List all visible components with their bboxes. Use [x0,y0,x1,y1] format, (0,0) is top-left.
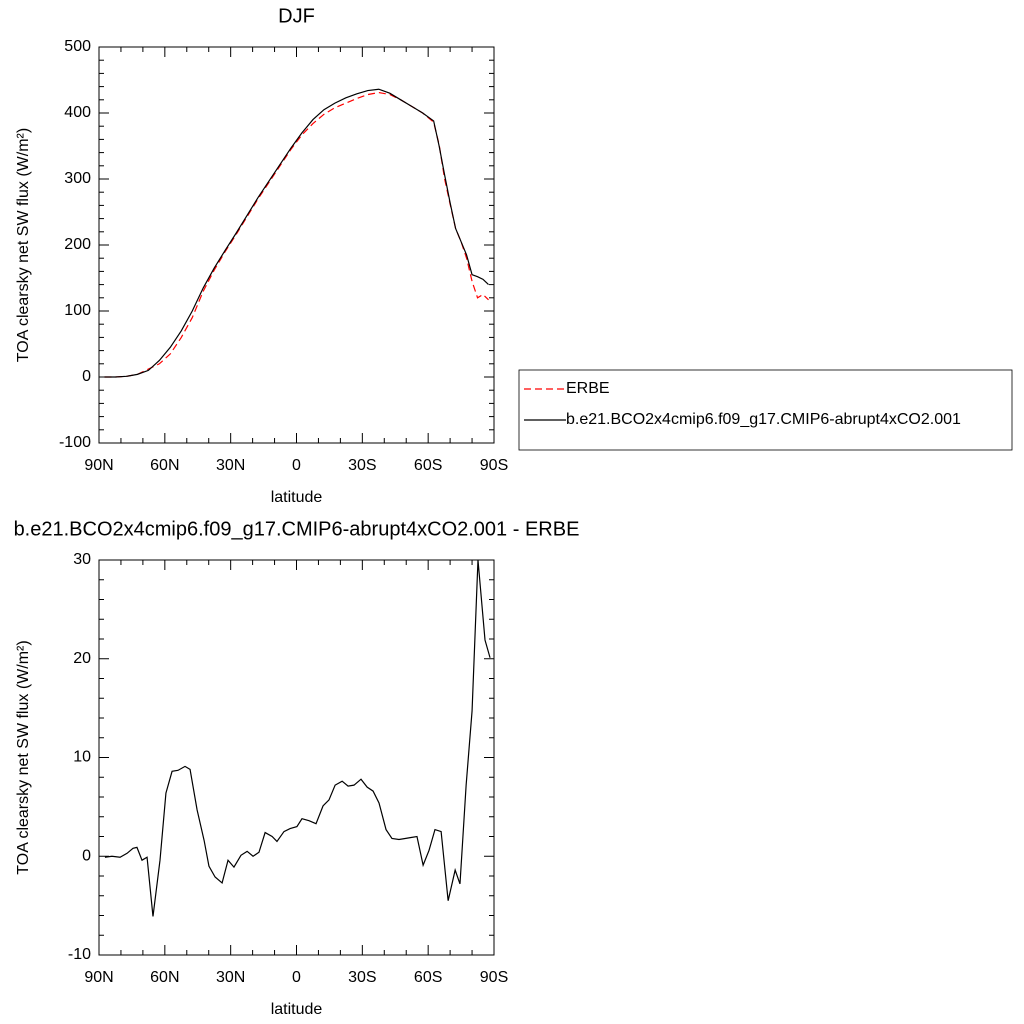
data-line [104,559,491,917]
x-tick-label: 60S [414,969,442,986]
legend-box [518,369,1013,451]
x-tick-label: 30S [348,457,376,474]
legend-label: b.e21.BCO2x4cmip6.f09_g17.CMIP6-abrupt4x… [566,411,961,428]
y-tick-label: -100 [59,434,91,451]
y-tick-label: 500 [64,38,91,55]
x-tick-label: 90N [84,969,113,986]
x-tick-label: 60S [414,457,442,474]
y-axis-label: TOA clearsky net SW flux (W/m²) [15,128,32,362]
y-axis-label: TOA clearsky net SW flux (W/m²) [15,640,32,874]
x-tick-label: 90N [84,457,113,474]
plot-frame [98,559,495,956]
data-line [104,88,489,378]
x-tick-label: 0 [292,457,301,474]
y-tick-label: 400 [64,104,91,121]
x-tick-label: 30N [216,969,245,986]
chart-title: b.e21.BCO2x4cmip6.f09_g17.CMIP6-abrupt4x… [14,518,580,540]
x-tick-label: 0 [292,969,301,986]
x-tick-label: 60N [150,457,179,474]
chart-title: DJF [278,5,315,27]
data-line [104,91,489,378]
y-tick-label: 20 [73,650,91,667]
y-tick-label: 300 [64,170,91,187]
y-tick-label: 0 [82,847,91,864]
x-axis-label: latitude [271,1001,323,1018]
x-tick-label: 90S [480,969,508,986]
x-tick-label: 30N [216,457,245,474]
plot-frame [98,46,495,444]
y-tick-label: 100 [64,302,91,319]
legend-label: ERBE [566,380,610,397]
x-tick-label: 60N [150,969,179,986]
y-tick-label: 10 [73,749,91,766]
x-tick-label: 30S [348,969,376,986]
y-tick-label: -10 [68,946,91,963]
y-tick-label: 30 [73,551,91,568]
x-tick-label: 90S [480,457,508,474]
x-axis-label: latitude [271,489,323,506]
y-tick-label: 0 [82,368,91,385]
y-tick-label: 200 [64,236,91,253]
